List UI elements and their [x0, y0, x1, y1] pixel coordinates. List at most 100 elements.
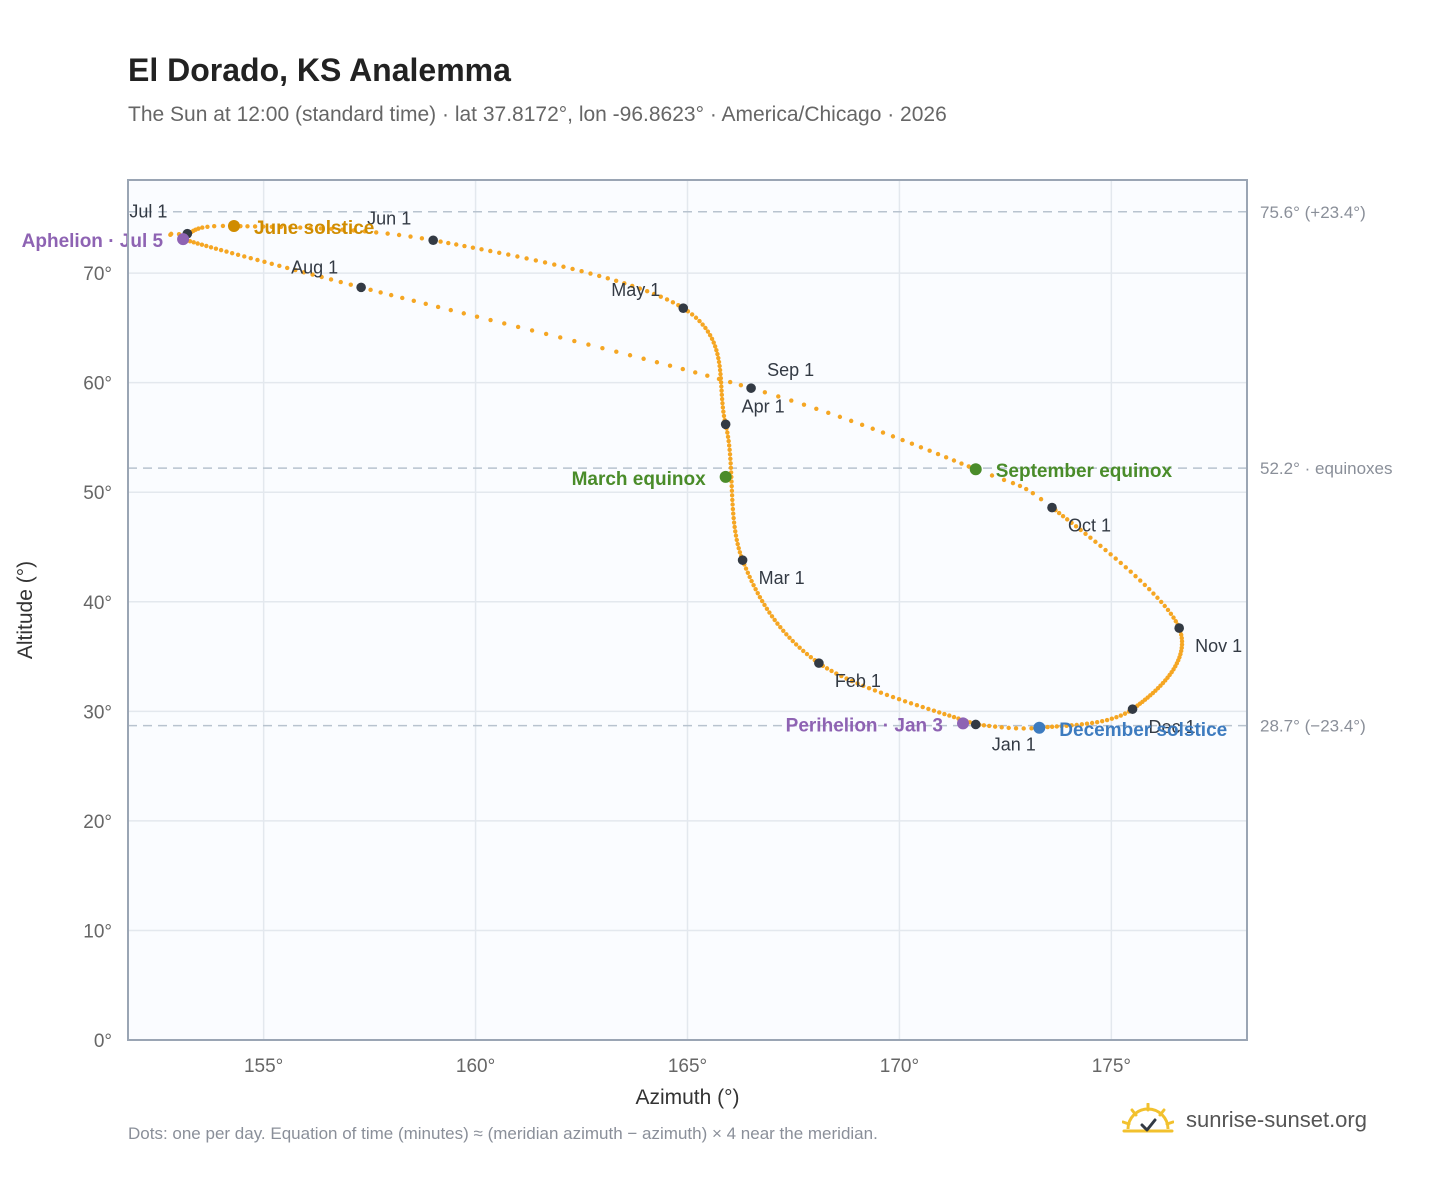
- daily-dot: [762, 602, 767, 608]
- daily-dot: [319, 274, 324, 280]
- daily-dot: [1162, 603, 1167, 609]
- daily-dot: [720, 405, 726, 410]
- daily-dot: [776, 394, 781, 399]
- daily-dot: [1088, 535, 1093, 540]
- daily-dot: [989, 473, 995, 478]
- daily-dot: [808, 654, 814, 660]
- daily-dot: [942, 711, 947, 717]
- daily-dot: [1179, 642, 1185, 647]
- daily-dot: [725, 430, 730, 435]
- daily-dot: [400, 295, 405, 301]
- brand-text: sunrise-sunset.org: [1186, 1107, 1367, 1132]
- axes: 155° 160° 165° 170° 175° 0° 10° 20° 30° 40° 50° 60°…: [14, 264, 1131, 1109]
- daily-dot: [738, 382, 744, 388]
- daily-dot: [479, 247, 484, 252]
- daily-dot: [943, 455, 949, 460]
- daily-dot: [218, 247, 224, 253]
- event-markers: March equinox September equinox June solst…: [22, 218, 1228, 741]
- daily-dot: [310, 272, 315, 277]
- event-marker: [969, 463, 982, 476]
- daily-dot: [1089, 720, 1095, 726]
- daily-dot: [1069, 520, 1074, 525]
- month-marker: [746, 383, 756, 393]
- daily-dot: [719, 392, 725, 398]
- daily-dot: [515, 254, 520, 259]
- daily-dot: [269, 224, 275, 229]
- month-marker: [720, 419, 731, 430]
- x-tick-label: 155°: [244, 1056, 283, 1077]
- daily-dot: [801, 648, 806, 654]
- daily-dot: [849, 678, 855, 684]
- month-marker: [1174, 623, 1184, 633]
- event-marker: [177, 233, 190, 246]
- daily-dot: [705, 329, 711, 334]
- month-label: Dec 1: [1149, 717, 1196, 737]
- daily-dot: [797, 645, 802, 650]
- daily-dot: [1099, 718, 1105, 724]
- daily-dot: [981, 723, 987, 728]
- daily-dot: [935, 451, 941, 457]
- daily-dot: [705, 373, 710, 378]
- daily-dot: [1173, 619, 1178, 624]
- daily-dot: [1159, 599, 1164, 605]
- daily-dot: [1064, 723, 1069, 728]
- daily-dot: [1128, 569, 1133, 574]
- daily-dot: [1078, 527, 1083, 533]
- month-marker: [678, 303, 689, 313]
- daily-dot: [789, 398, 794, 403]
- event-label: Perihelion · Jan 3: [786, 715, 943, 736]
- month-label: Jan 1: [992, 734, 1036, 754]
- daily-dot: [712, 344, 718, 349]
- daily-dot: [728, 456, 733, 461]
- daily-dot: [728, 465, 734, 471]
- daily-dot: [378, 290, 383, 295]
- reference-lines: 75.6° (+23.4°) 52.2° · equinoxes 28.7° (−2…: [128, 203, 1393, 736]
- daily-dot: [630, 283, 635, 289]
- daily-dot: [767, 610, 772, 615]
- daily-dot: [515, 324, 521, 330]
- y-tick-label: 0°: [94, 1031, 112, 1052]
- x-tick-label: 165°: [668, 1056, 707, 1077]
- daily-dot: [848, 418, 854, 424]
- y-tick-label: 50°: [83, 483, 112, 504]
- daily-dot: [1155, 595, 1160, 600]
- month-marker: [970, 719, 981, 730]
- daily-dot: [884, 692, 890, 698]
- daily-dot: [951, 714, 957, 720]
- daily-dot: [759, 598, 765, 604]
- daily-dot: [729, 493, 735, 498]
- daily-dot: [385, 231, 390, 236]
- daily-dot: [627, 353, 633, 358]
- daily-dot: [914, 703, 920, 708]
- daily-dot: [764, 606, 770, 611]
- reference-line-label: 75.6° (+23.4°): [1260, 203, 1366, 222]
- daily-dot: [731, 520, 737, 525]
- daily-dot: [461, 311, 466, 316]
- event-label: September equinox: [996, 461, 1173, 482]
- month-markers: Jan 1 Feb 1 Mar 1 Apr 1 May 1 Jun 1 Jul 1 Aug 1…: [129, 202, 1242, 755]
- daily-dot: [793, 642, 799, 647]
- daily-dot: [454, 242, 459, 247]
- daily-dot: [693, 370, 698, 375]
- daily-dot: [374, 230, 379, 235]
- event-label: March equinox: [572, 469, 707, 490]
- daily-dot: [725, 434, 731, 440]
- daily-dot: [918, 445, 924, 450]
- daily-dot: [1013, 726, 1019, 731]
- daily-dot: [784, 632, 789, 637]
- month-label: Jul 1: [129, 202, 167, 222]
- daily-dot: [654, 360, 660, 365]
- daily-dot: [474, 314, 480, 319]
- daily-dot: [719, 396, 725, 402]
- brand[interactable]: sunrise-sunset.org: [1122, 1103, 1367, 1137]
- daily-dot: [709, 336, 715, 342]
- daily-dot: [947, 713, 952, 718]
- daily-dot: [529, 328, 535, 333]
- daily-dot: [637, 286, 643, 291]
- daily-dot: [1113, 556, 1118, 561]
- daily-dot: [731, 511, 736, 516]
- daily-dot: [462, 243, 467, 249]
- daily-dot: [878, 690, 884, 695]
- daily-dot: [790, 638, 795, 644]
